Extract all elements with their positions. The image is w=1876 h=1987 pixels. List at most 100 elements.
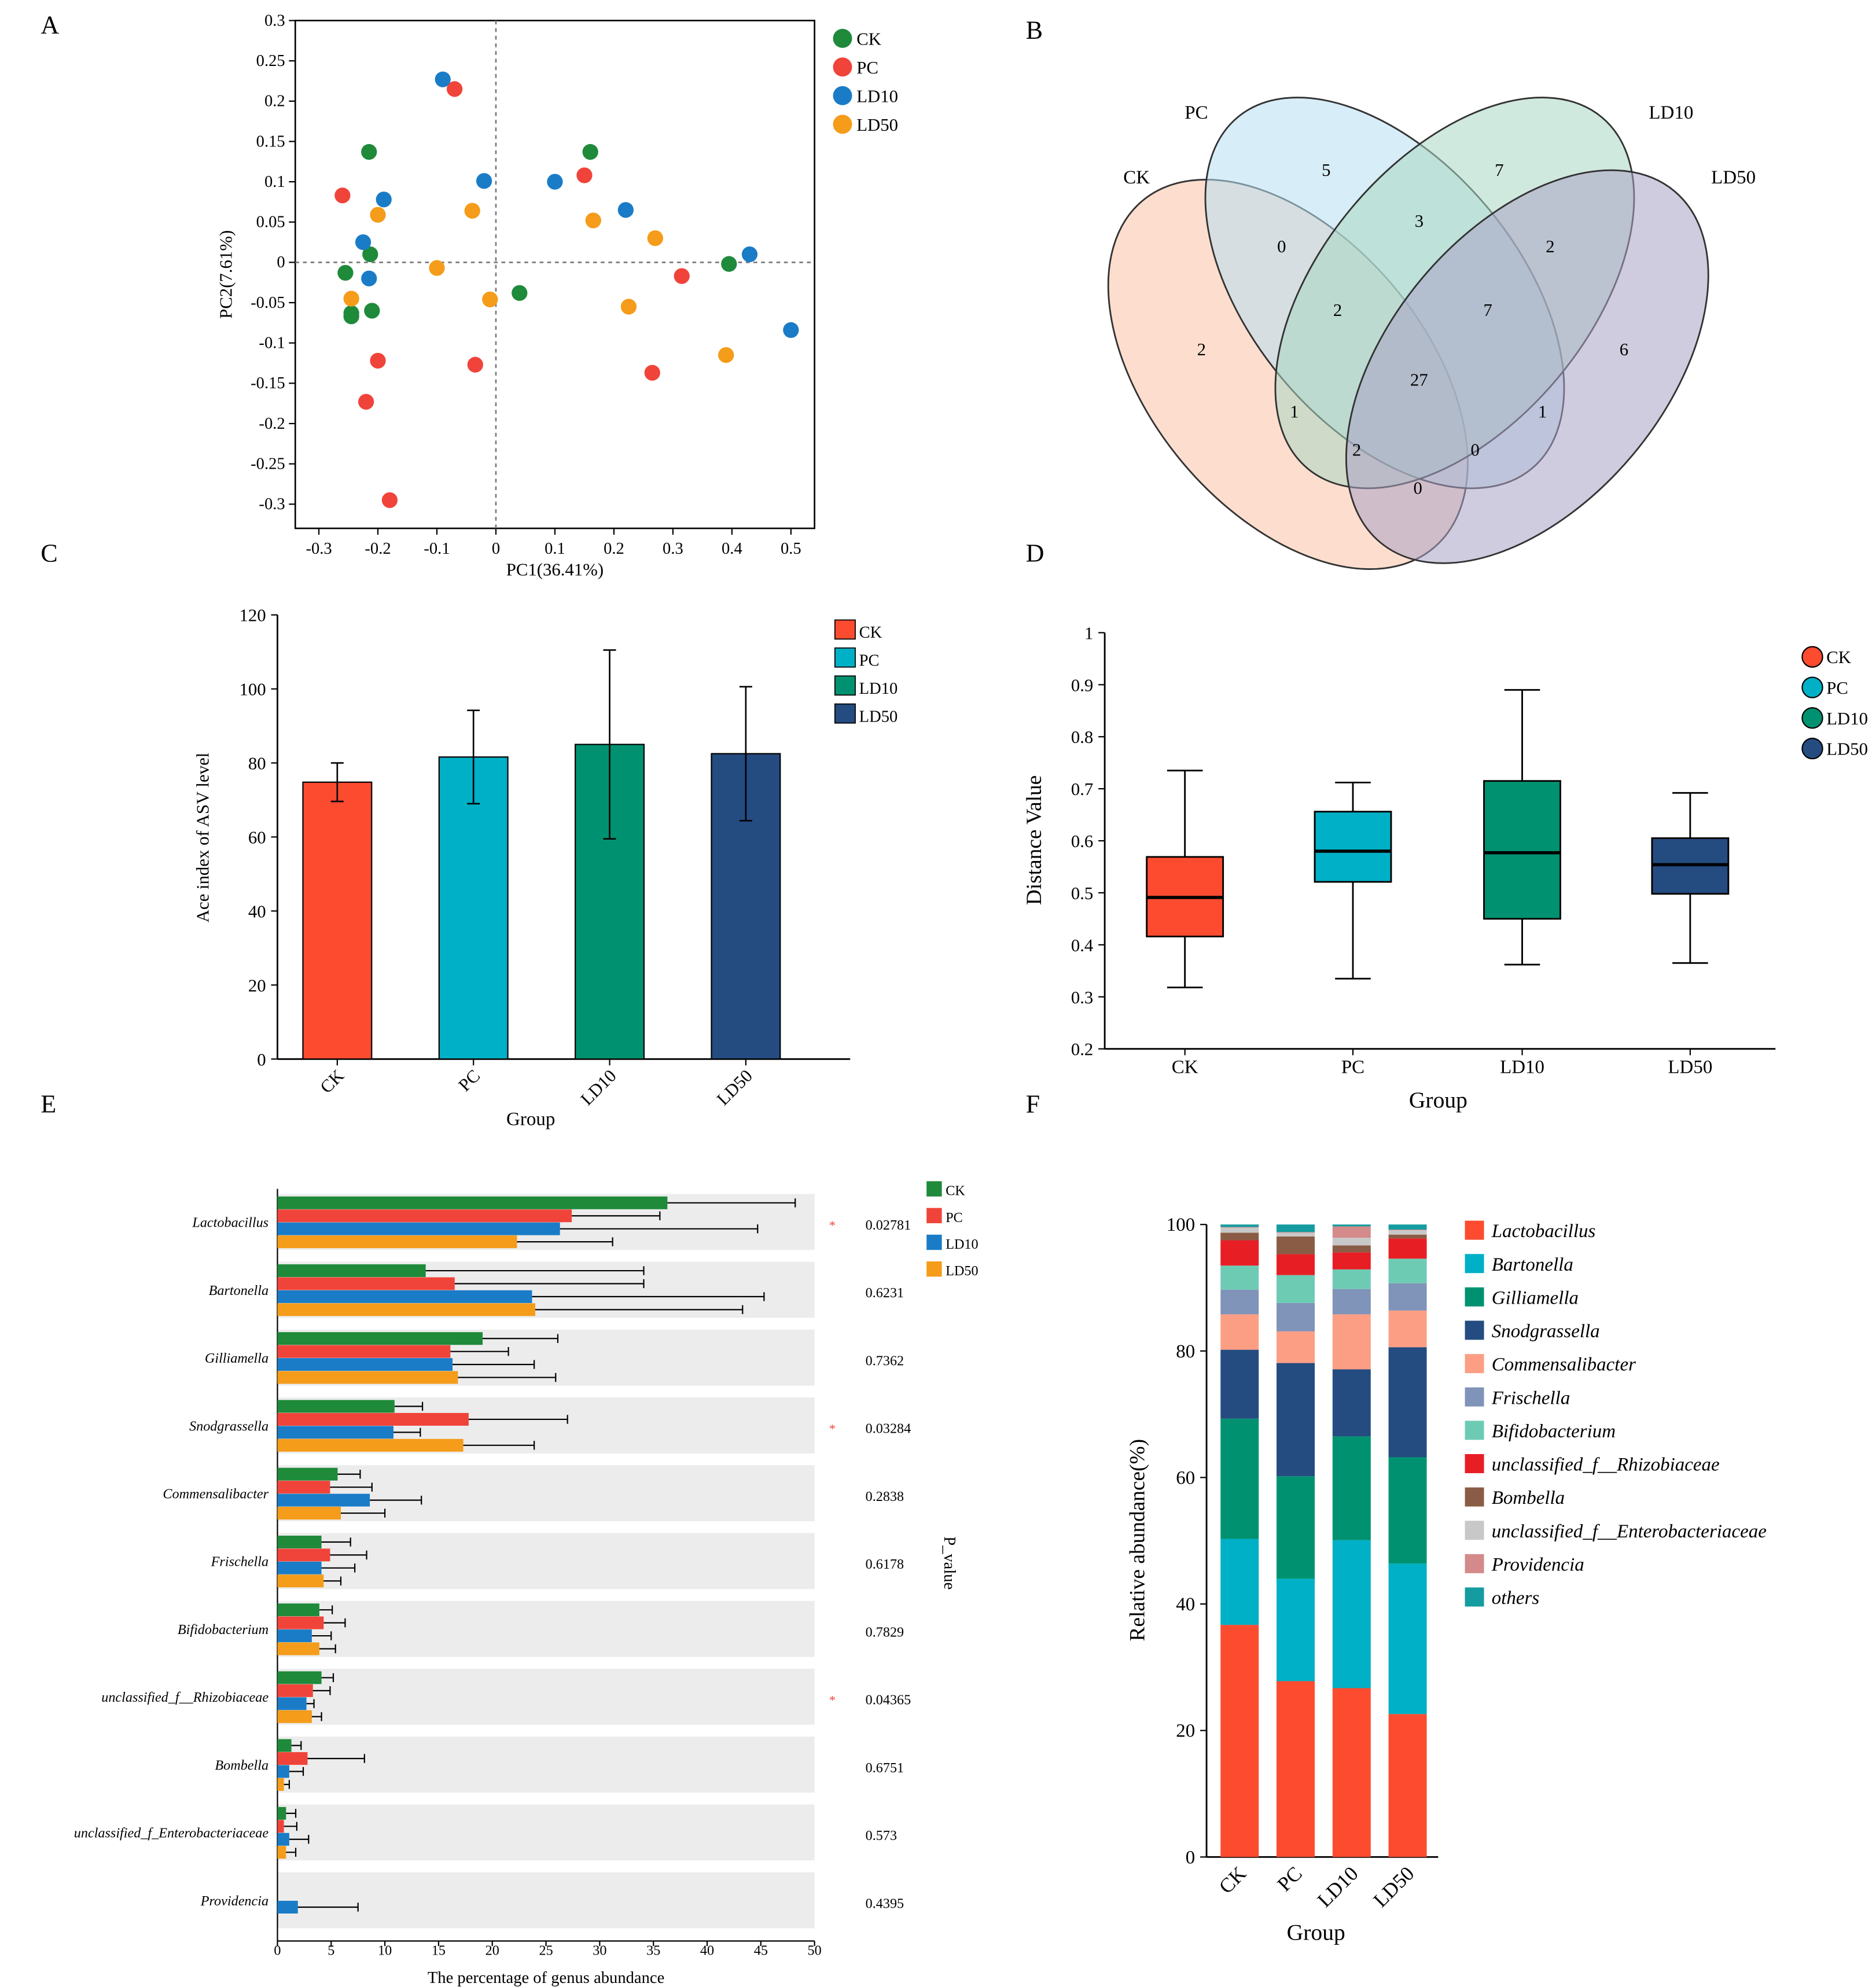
y-tick-label: 0	[257, 1050, 266, 1069]
bar-bartonella-ck	[277, 1264, 426, 1278]
legend-label-gilliamella: Gilliamella	[1492, 1287, 1579, 1308]
legend-marker-ck	[833, 28, 852, 48]
stack-segment-unclassified-f-enterobacteriaceae-ck	[1220, 1227, 1259, 1233]
legend-swatch-bifidobacterium	[1465, 1421, 1484, 1440]
venn-region-count: 1	[1538, 402, 1547, 422]
row-background	[277, 1600, 815, 1657]
x-tick-label: LD50	[713, 1066, 756, 1109]
venn-region-count: 0	[1414, 479, 1422, 498]
bar-frischella-ck	[277, 1535, 322, 1548]
venn-set-label-pc: PC	[1185, 102, 1208, 123]
legend-swatch-others	[1465, 1587, 1484, 1607]
y-axis-label: Ace index of ASV level	[193, 753, 213, 923]
venn-region-count: 1	[1290, 402, 1299, 422]
x-tick-label: PC	[1273, 1862, 1307, 1896]
x-tick-label: PC	[455, 1066, 484, 1095]
y-tick-label: 0.4	[1071, 936, 1093, 955]
bar-gilliamella-ld10	[277, 1358, 453, 1371]
legend-swatch-ck	[926, 1181, 942, 1197]
legend-label-ck: CK	[946, 1183, 965, 1199]
genus-label: unclassified_f__Rhizobiaceae	[101, 1690, 268, 1705]
scatter-point-ld50	[343, 290, 359, 307]
bar-unclassified-f-rhizobiaceae-ld50	[277, 1710, 312, 1723]
bar-commensalibacter-pc	[277, 1481, 330, 1494]
bar-unclassified-f-rhizobiaceae-ld10	[277, 1697, 307, 1710]
stack-segment-gilliamella-ld50	[1388, 1457, 1427, 1564]
bar-bifidobacterium-ld10	[277, 1629, 312, 1643]
legend-marker-ld10	[833, 86, 852, 105]
bar-snodgrassella-ld50	[277, 1438, 464, 1452]
panel-label-d: D	[1026, 539, 1044, 567]
panel-f-stacked-abundance: 0 20 40 60 80 100 CK PC LD10 LD50 Group Relative ab…	[1125, 1215, 1767, 1945]
scatter-point-pc	[467, 356, 483, 373]
panel-d-distance-boxplot: 0.2 0.3 0.4 0.5 0.6 0.7 0.8 0.9 1 CK PC LD10 LD50 Gro…	[1022, 623, 1868, 1112]
x-tick-label: 15	[432, 1943, 446, 1959]
y-tick-label: 60	[248, 827, 266, 847]
legend-marker-ck	[1801, 646, 1823, 668]
bar-unclassified-f-rhizobiaceae-pc	[277, 1684, 313, 1697]
legend-swatch-pc	[834, 647, 856, 668]
stack-segment-gilliamella-ld10	[1332, 1436, 1371, 1540]
legend-label-ld50: LD50	[859, 708, 898, 726]
venn-region-count: 2	[1197, 340, 1206, 359]
venn-region-count: 2	[1546, 237, 1554, 256]
x-tick-label: 5	[328, 1943, 334, 1959]
venn-region-count: 5	[1322, 160, 1330, 180]
y-tick-label: 120	[240, 606, 266, 625]
legend-swatch-frischella	[1465, 1387, 1484, 1407]
x-tick-label: 35	[646, 1943, 660, 1959]
bar-gilliamella-pc	[277, 1345, 451, 1358]
x-tick-label: 30	[593, 1943, 606, 1959]
legend-label-frischella: Frischella	[1491, 1388, 1570, 1408]
genus-label: Gilliamella	[205, 1351, 268, 1366]
stack-segment-unclassified-f-enterobacteriaceae-ld10	[1332, 1238, 1371, 1246]
x-axis-label: Group	[1287, 1919, 1345, 1945]
legend-swatch-ld10	[834, 675, 856, 696]
panel-c-ace-bar-chart: 0 20 40 60 80 100 120 CK PC LD10 LD50 Group Ace inde…	[193, 606, 898, 1130]
bar-bombella-ld50	[277, 1778, 284, 1791]
legend-marker-pc	[1801, 676, 1823, 698]
scatter-point-ck	[343, 308, 359, 325]
x-tick-label: 45	[754, 1943, 768, 1959]
legend-label-pc: PC	[856, 58, 878, 78]
y-tick-label: 100	[240, 680, 266, 700]
p-value-label: 0.6231	[866, 1285, 904, 1301]
venn-region-count: 27	[1410, 370, 1428, 390]
scatter-point-ld50	[464, 203, 480, 219]
legend-swatch-lactobacillus	[1465, 1220, 1484, 1240]
p-value-label: 0.7362	[866, 1353, 904, 1368]
stack-segment-frischella-ck	[1220, 1289, 1259, 1315]
venn-region-count: 7	[1495, 160, 1503, 180]
legend-label-ld10: LD10	[856, 86, 898, 106]
stack-segment-snodgrassella-ld50	[1388, 1347, 1427, 1458]
p-value-label: 0.2838	[866, 1489, 904, 1504]
y-axis-label: Distance Value	[1022, 775, 1046, 906]
bar-snodgrassella-ld10	[277, 1426, 393, 1439]
scatter-point-ld50	[429, 260, 445, 276]
stack-segment-gilliamella-ck	[1220, 1418, 1259, 1539]
x-axis-label: The percentage of genus abundance	[428, 1969, 664, 1987]
stack-segment-commensalibacter-ld10	[1332, 1314, 1371, 1370]
x-tick-label: 0.3	[663, 540, 683, 558]
stack-segment-unclassified-f-rhizobiaceae-ld50	[1388, 1238, 1427, 1259]
box-ld10	[1483, 780, 1561, 920]
scatter-point-pc	[644, 365, 660, 381]
scatter-point-ld10	[376, 192, 392, 208]
legend-swatch-ld50	[926, 1261, 942, 1277]
stack-segment-lactobacillus-ck	[1220, 1625, 1259, 1857]
p-value-label: 0.6178	[866, 1557, 904, 1572]
legend-label-lactobacillus: Lactobacillus	[1491, 1221, 1596, 1242]
y-tick-label: 40	[248, 901, 266, 921]
legend-label-ck: CK	[1826, 647, 1851, 667]
legend-swatch-bartonella	[1465, 1254, 1484, 1274]
venn-region-count: 3	[1415, 211, 1423, 231]
venn-region-count: 7	[1483, 300, 1492, 320]
stack-segment-frischella-pc	[1277, 1302, 1315, 1331]
scatter-point-ld50	[585, 212, 601, 229]
legend-label-pc: PC	[946, 1210, 963, 1226]
bar-unclassified-f-enterobacteriaceae-ld10	[277, 1833, 289, 1846]
stack-segment-unclassified-f-rhizobiaceae-ld10	[1332, 1252, 1371, 1270]
stack-segment-others-ld10	[1332, 1224, 1371, 1227]
bar-lactobacillus-ck	[277, 1196, 668, 1209]
row-background	[277, 1465, 815, 1522]
